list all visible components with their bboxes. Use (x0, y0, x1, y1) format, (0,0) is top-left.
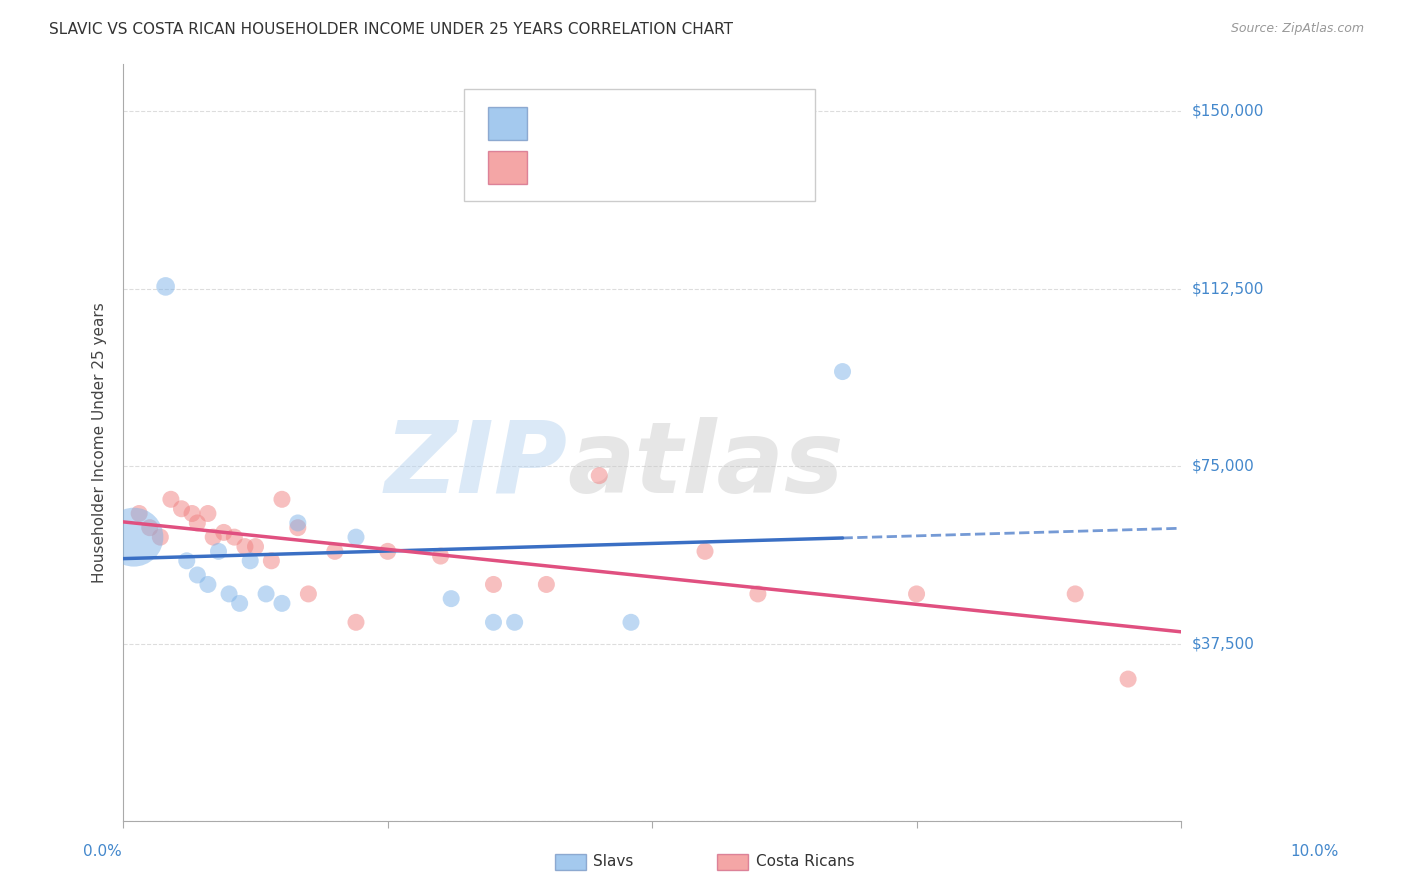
Point (1064, 587, 1087, 601)
Y-axis label: Householder Income Under 25 years: Householder Income Under 25 years (93, 302, 107, 582)
Point (905, 587, 928, 601)
Point (212, 525, 235, 540)
Text: N =: N = (633, 114, 669, 132)
Point (128, 507, 150, 521)
Point (271, 492, 294, 507)
Text: $75,000: $75,000 (1192, 458, 1254, 474)
Text: 18: 18 (671, 114, 693, 132)
Text: Costa Ricans: Costa Ricans (756, 855, 855, 869)
Text: SLAVIC VS COSTA RICAN HOUSEHOLDER INCOME UNDER 25 YEARS CORRELATION CHART: SLAVIC VS COSTA RICAN HOUSEHOLDER INCOME… (49, 22, 733, 37)
Point (202, 530, 225, 544)
Text: N =: N = (643, 159, 679, 177)
Point (170, 501, 193, 516)
Point (588, 468, 610, 483)
Text: Source: ZipAtlas.com: Source: ZipAtlas.com (1230, 22, 1364, 36)
Text: ZIP: ZIP (384, 417, 568, 514)
Point (503, 615, 526, 630)
Point (239, 554, 262, 568)
Point (831, 365, 853, 379)
Point (271, 596, 294, 610)
Text: Slavs: Slavs (593, 855, 634, 869)
Point (245, 540, 267, 554)
Point (429, 549, 451, 563)
Point (297, 587, 319, 601)
Point (260, 554, 283, 568)
Text: -0.236: -0.236 (576, 159, 636, 177)
Point (228, 596, 250, 610)
Point (197, 507, 219, 521)
Point (440, 591, 463, 606)
Point (620, 615, 643, 630)
Point (344, 615, 367, 630)
Text: $150,000: $150,000 (1192, 103, 1264, 119)
Point (122, 530, 145, 544)
Text: atlas: atlas (568, 417, 844, 514)
Point (536, 577, 558, 591)
Point (323, 544, 346, 558)
Point (233, 540, 256, 554)
Text: 10.0%: 10.0% (1291, 845, 1339, 859)
Point (155, 279, 177, 293)
Point (482, 577, 505, 591)
Point (693, 544, 716, 558)
Point (186, 568, 208, 582)
Point (186, 516, 208, 530)
Text: $112,500: $112,500 (1192, 281, 1264, 296)
Point (482, 615, 505, 630)
Text: $37,500: $37,500 (1192, 636, 1256, 651)
Point (181, 507, 204, 521)
Point (747, 587, 769, 601)
Text: R =: R = (538, 114, 575, 132)
Point (160, 492, 183, 507)
Point (176, 554, 198, 568)
Point (149, 530, 172, 544)
Point (287, 521, 309, 535)
Point (1116, 672, 1139, 686)
Point (197, 577, 219, 591)
Point (139, 521, 162, 535)
Text: 0.0%: 0.0% (83, 845, 122, 859)
Point (344, 530, 367, 544)
Point (224, 530, 246, 544)
Text: 0.229: 0.229 (576, 114, 630, 132)
Point (254, 587, 277, 601)
Point (207, 544, 229, 558)
Text: R =: R = (538, 159, 575, 177)
Text: 29: 29 (681, 159, 704, 177)
Point (287, 516, 309, 530)
Point (377, 544, 399, 558)
Point (218, 587, 240, 601)
